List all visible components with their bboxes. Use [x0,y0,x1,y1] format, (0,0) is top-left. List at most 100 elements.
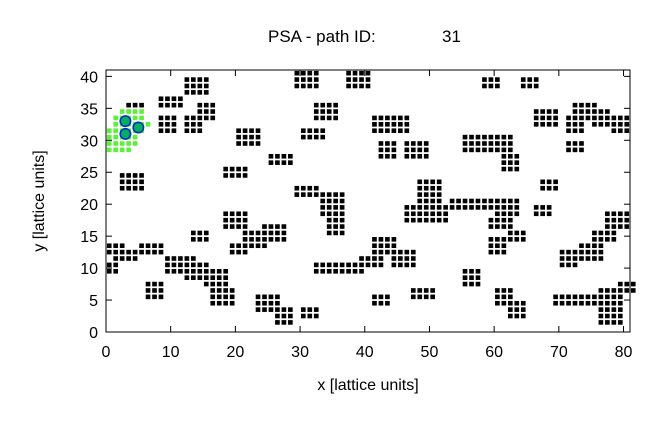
occupied-site [410,141,416,146]
occupied-site [592,102,597,108]
occupied-site [391,141,397,146]
occupied-site [191,122,196,127]
occupied-site [611,313,617,319]
occupied-site [391,237,397,242]
occupied-site [203,77,209,82]
occupied-site [404,128,410,134]
occupied-site [475,198,481,204]
occupied-site [313,313,319,319]
occupied-site [475,147,481,153]
occupied-site [507,166,513,172]
occupied-site [579,300,584,306]
occupied-site [495,300,500,306]
occupied-site [339,192,345,197]
occupied-site [611,211,617,217]
occupied-site [391,147,397,153]
occupied-site [533,205,539,210]
occupied-site [546,205,552,210]
occupied-site [423,192,429,197]
occupied-site [527,77,533,82]
occupied-site [242,166,248,172]
occupied-site [300,134,306,140]
occupied-site [507,294,513,300]
occupied-site [462,147,468,153]
path-site [113,115,119,121]
occupied-site [385,153,390,159]
occupied-site [436,192,442,197]
occupied-site [165,268,170,274]
occupied-site [572,249,578,255]
occupied-site [527,83,533,89]
occupied-site [617,224,623,229]
occupied-site [507,141,513,146]
occupied-site [203,268,209,274]
occupied-site [171,268,177,274]
occupied-site [417,288,423,293]
occupied-site [423,294,429,300]
path-site [132,115,138,121]
occupied-site [326,224,332,229]
occupied-site [333,224,338,229]
occupied-site [352,83,358,89]
occupied-site [281,313,287,319]
path-marker [119,127,132,140]
occupied-site [469,205,474,210]
occupied-site [385,237,390,242]
occupied-site [501,288,507,293]
occupied-site [572,300,578,306]
occupied-site [579,115,584,121]
path-site [113,128,119,134]
x-tick-label: 0 [102,344,111,361]
occupied-site [191,256,196,261]
occupied-site [598,256,604,261]
occupied-site [553,115,558,121]
occupied-site [598,320,604,325]
occupied-site [579,243,584,249]
occupied-site [191,115,196,121]
occupied-site [495,249,500,255]
occupied-site [391,256,397,261]
occupied-site [236,217,241,223]
occupied-site [275,237,280,242]
occupied-site [313,268,319,274]
occupied-site [197,77,203,82]
occupied-site [605,300,610,306]
occupied-site [203,102,209,108]
occupied-site [495,141,500,146]
occupied-site [119,179,125,185]
path-site [113,141,119,146]
occupied-site [462,281,468,287]
occupied-site [501,134,507,140]
occupied-site [566,141,571,146]
occupied-site [281,230,287,236]
occupied-site [391,122,397,127]
occupied-site [171,262,177,268]
occupied-site [333,109,338,114]
occupied-site [191,237,196,242]
occupied-site [339,198,345,204]
occupied-site [229,224,235,229]
occupied-site [417,179,423,185]
occupied-site [255,134,261,140]
path-site [132,141,138,146]
occupied-site [333,198,338,204]
occupied-site [236,224,241,229]
occupied-site [617,313,623,319]
occupied-site [559,256,565,261]
occupied-site [598,307,604,312]
occupied-site [598,300,604,306]
occupied-site [404,217,410,223]
occupied-site [223,275,229,280]
occupied-site [106,243,112,249]
occupied-site [520,313,526,319]
occupied-site [507,230,513,236]
occupied-site [249,128,254,134]
occupied-site [559,249,565,255]
occupied-site [572,262,578,268]
path-site [132,109,138,114]
occupied-site [326,205,332,210]
occupied-site [488,147,494,153]
occupied-site [495,147,500,153]
path-marker [132,121,145,134]
occupied-site [495,294,500,300]
